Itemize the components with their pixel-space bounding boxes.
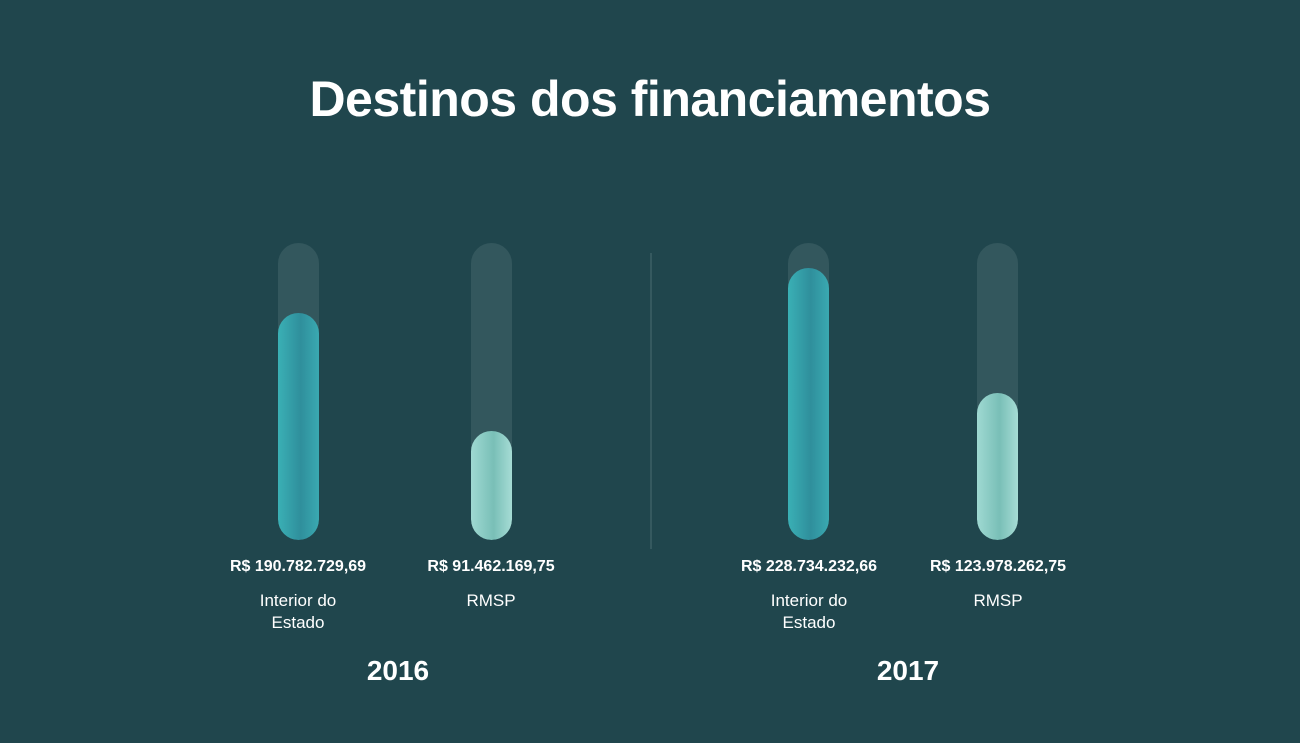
bar-2016-rmsp xyxy=(471,431,512,540)
category-label-2017-interior: Interior do Estado xyxy=(729,590,889,634)
bar-track-2016-interior xyxy=(278,243,319,540)
category-label-line: Estado xyxy=(782,613,836,632)
value-label-2016-rmsp: R$ 91.462.169,75 xyxy=(427,558,555,575)
bar-track-2017-rmsp xyxy=(977,243,1018,540)
chart-title: Destinos dos financiamentos xyxy=(309,71,991,127)
category-label-line: Interior do xyxy=(770,591,848,610)
bar-2016-interior xyxy=(278,313,319,540)
year-label-2017: 2017 xyxy=(876,655,940,686)
category-label-2016-rmsp: RMSP xyxy=(466,591,516,610)
value-label-2016-interior: R$ 190.782.729,69 xyxy=(229,558,367,575)
year-label-2016: 2016 xyxy=(366,655,430,686)
bar-track-2017-interior xyxy=(788,243,829,540)
value-label-2017-rmsp: R$ 123.978.262,75 xyxy=(929,558,1067,575)
bar-2017-interior xyxy=(788,268,829,540)
category-label-2016-interior: Interior do Estado xyxy=(218,590,378,634)
bar-track-2016-rmsp xyxy=(471,243,512,540)
category-label-2017-rmsp: RMSP xyxy=(973,591,1023,610)
bar-2017-rmsp xyxy=(977,393,1018,540)
category-label-line: Estado xyxy=(271,613,325,632)
value-label-2017-interior: R$ 228.734.232,66 xyxy=(740,558,878,575)
year-divider xyxy=(650,253,652,549)
category-label-line: Interior do xyxy=(259,591,337,610)
